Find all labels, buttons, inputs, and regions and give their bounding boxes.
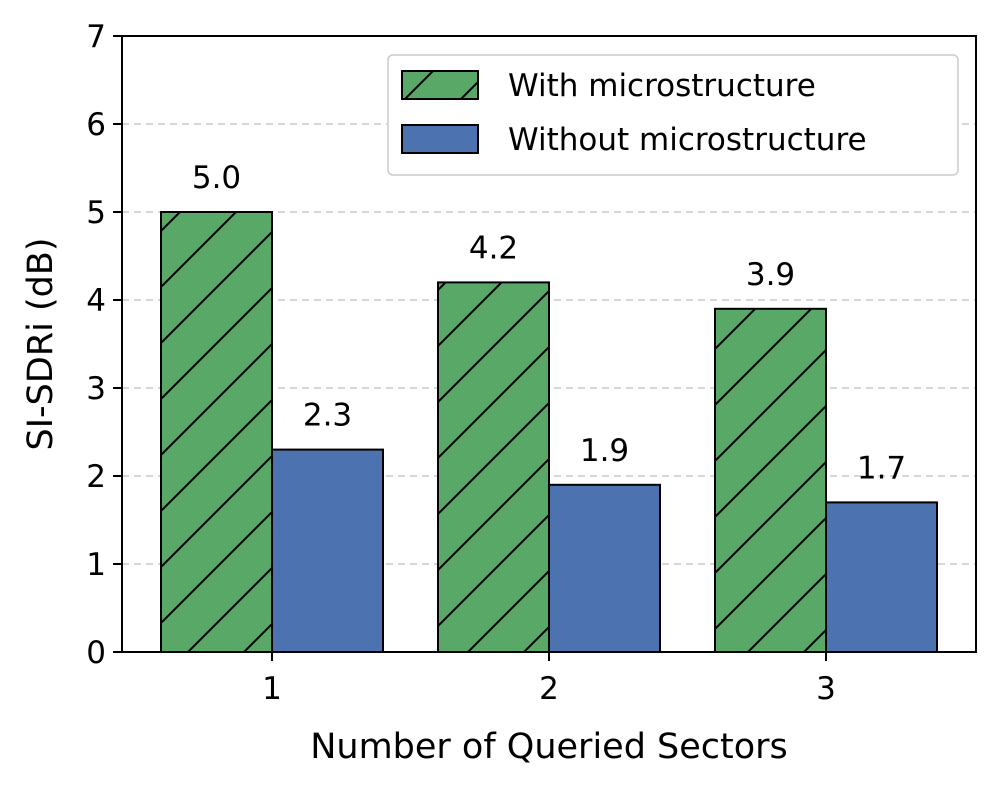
bar-hatch-s0-c2 [715,308,826,652]
legend-frame [387,54,959,176]
legend-swatch-outline-0 [401,70,479,100]
y-tick-label-6: 6 [86,107,106,143]
x-axis-label: Number of Queried Sectors [310,727,788,767]
legend-swatch-1 [402,125,478,153]
y-tick-label-5: 5 [86,195,106,231]
y-tick-label-4: 4 [86,283,106,319]
y-tick-label-1: 1 [86,547,106,583]
x-tick-label-1: 2 [539,671,559,707]
bar-s1-c2 [826,502,937,652]
bar-hatch-s0-c0 [161,212,272,652]
legend-swatch-hatch-0 [402,71,478,99]
legend-swatch-outline-1 [401,124,479,154]
data-label-s1-c0: 2.3 [303,398,352,434]
x-tick-label-0: 1 [262,671,282,707]
data-label-s0-c2: 3.9 [746,257,795,293]
data-label-s0-c1: 4.2 [469,230,518,266]
x-tick-label-2: 3 [816,671,836,707]
bar-s1-c1 [549,484,660,652]
data-labels: 5.0 2.3 4.2 1.9 3.9 1.7 [192,160,906,486]
y-tick-label-0: 0 [86,635,106,671]
bar-s1-c0 [272,449,383,652]
y-axis-label: SI-SDRi (dB) [21,237,61,450]
x-axis: 1 2 3 [262,652,836,707]
bar-hatch-s0-c1 [438,282,549,652]
y-tick-label-7: 7 [86,19,106,55]
legend: With microstructure Without microstructur… [387,54,959,176]
y-tick-label-3: 3 [86,371,106,407]
y-tick-label-2: 2 [86,459,106,495]
data-label-s0-c0: 5.0 [192,160,241,196]
legend-label-1: Without microstructure [508,122,867,158]
bars [160,211,938,653]
data-label-s1-c2: 1.7 [857,450,906,486]
legend-label-0: With microstructure [508,68,816,104]
y-axis: 0 1 2 3 4 5 6 7 [86,19,122,671]
data-label-s1-c1: 1.9 [580,433,629,469]
